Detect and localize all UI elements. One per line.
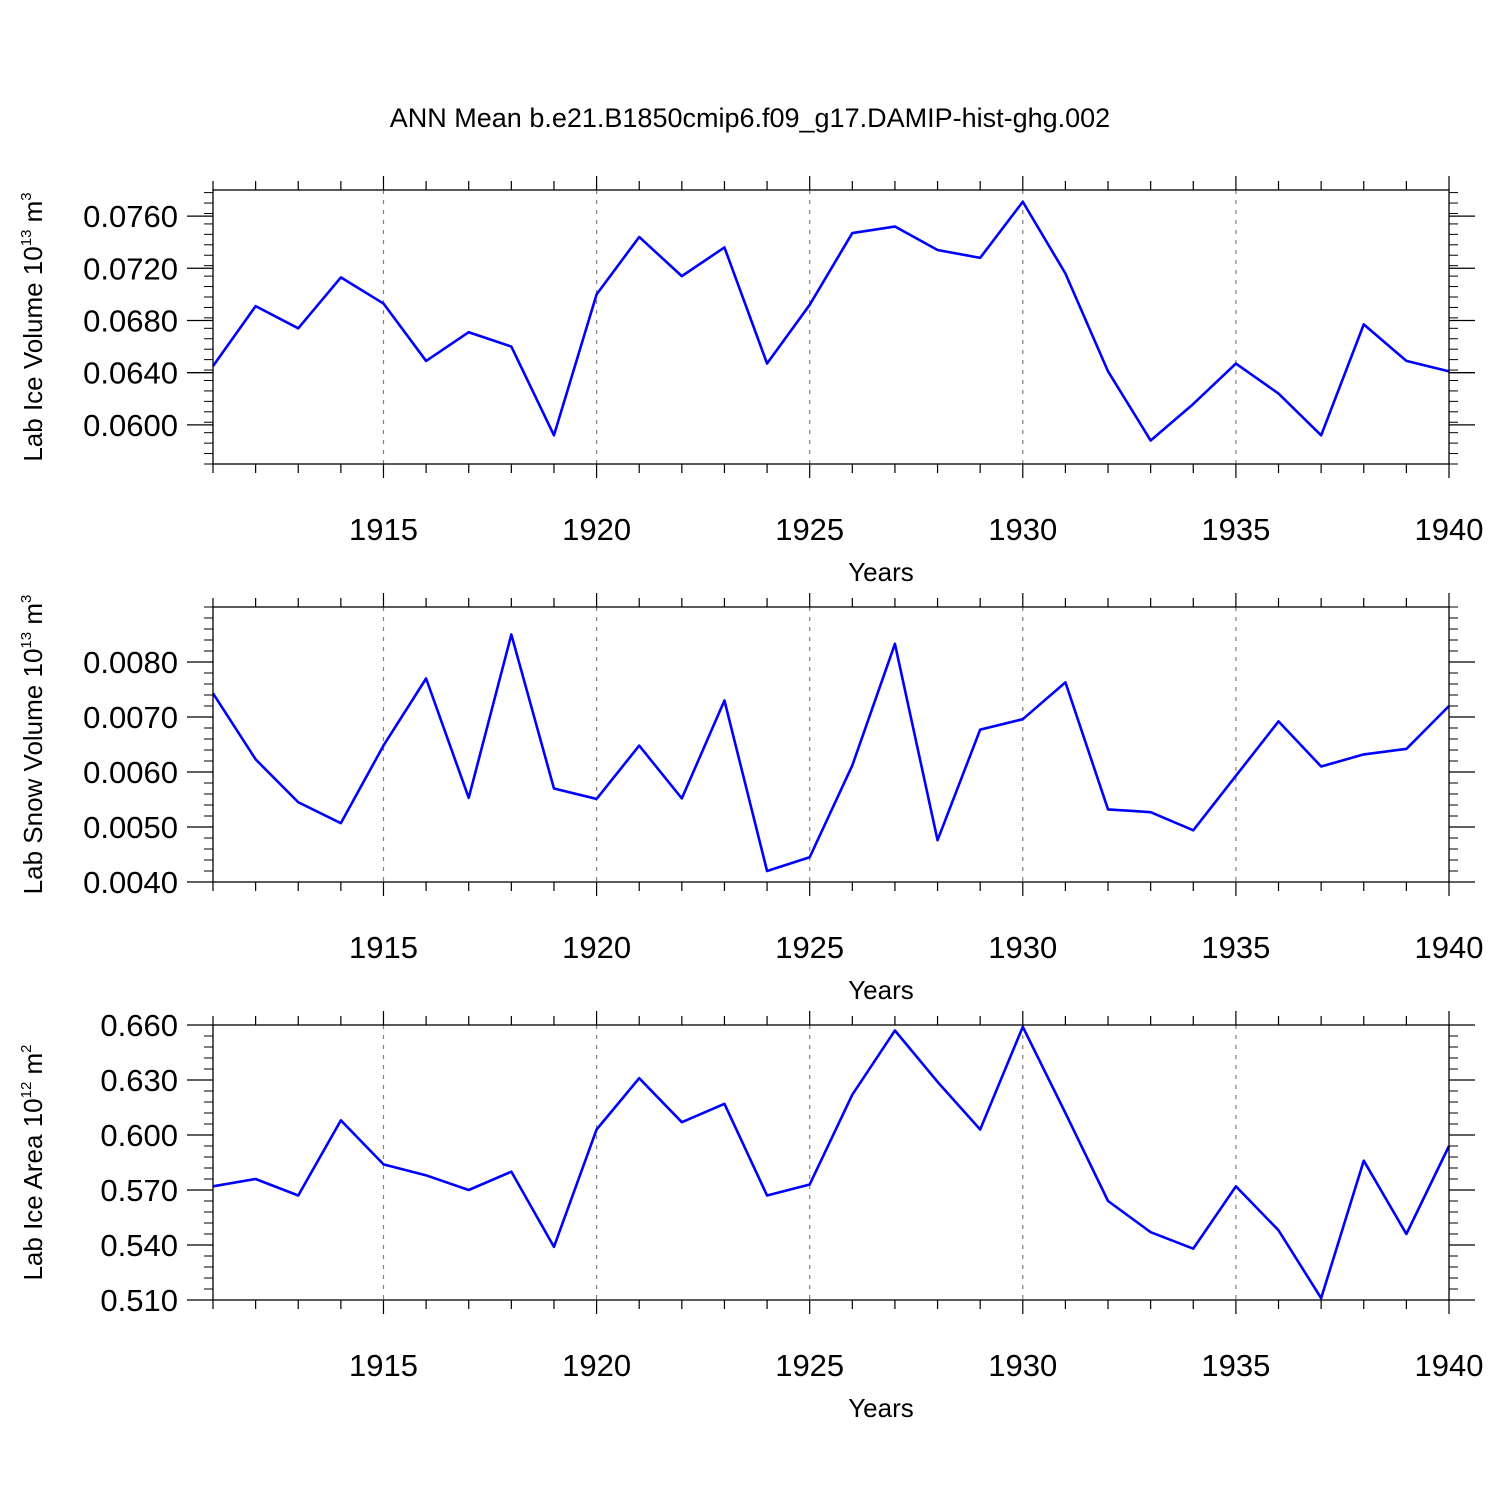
x-tick-label: 1915 [349,512,418,547]
x-tick-label: 1920 [562,512,631,547]
y-axis-unit-exponent: 13 [18,632,35,649]
y-tick-label: 0.0640 [83,356,178,391]
x-tick-label: 1935 [1201,512,1270,547]
y-axis-unit-suffix: m [18,1053,48,1082]
x-tick-label: 1940 [1415,512,1484,547]
x-tick-label: 1940 [1415,1348,1484,1383]
x-tick-label: 1915 [349,1348,418,1383]
chart-panel-2: 0.0040 0.0050 0.0060 0.0070 0.0080 1915 1920 19… [18,593,1483,1005]
figure-title: ANN Mean b.e21.B1850cmip6.f09_g17.DAMIP-… [390,103,1110,133]
y-axis-unit-suffix-exponent: 2 [18,1044,35,1052]
x-tick-label: 1915 [349,930,418,965]
y-tick-label: 0.570 [100,1173,178,1208]
y-tick-label: 0.0040 [83,865,178,900]
x-tick-label: 1925 [775,1348,844,1383]
plot-frame [213,190,1449,464]
x-tick-label: 1930 [988,512,1057,547]
x-tick-label: 1925 [775,512,844,547]
y-tick-label: 0.0760 [83,199,178,234]
plot-frame [213,607,1449,882]
x-axis-label: Years [848,557,914,587]
y-axis-unit-suffix: m [18,201,48,230]
series-line [213,1027,1449,1298]
y-tick-label: 0.0680 [83,303,178,338]
chart-panel-1: 0.0600 0.0640 0.0680 0.0720 0.0760 1915 1920 19… [18,176,1483,587]
y-tick-label: 0.0060 [83,755,178,790]
x-tick-label: 1920 [562,1348,631,1383]
y-tick-label: 0.600 [100,1118,178,1153]
y-axis-label: Lab Ice Area 1012 m2 [18,1044,48,1280]
y-tick-label: 0.630 [100,1063,178,1098]
y-axis-unit-suffix: m [18,603,48,632]
series-line [213,635,1449,872]
y-tick-label: 0.540 [100,1228,178,1263]
y-tick-label: 0.0080 [83,645,178,680]
plot-frame [213,1025,1449,1300]
x-tick-label: 1920 [562,930,631,965]
y-axis-unit-exponent: 13 [18,230,35,247]
x-axis-label: Years [848,975,914,1005]
y-axis-label: Lab Ice Volume 1013 m3 [18,192,48,461]
y-tick-label: 0.510 [100,1283,178,1318]
y-tick-label: 0.0600 [83,408,178,443]
x-tick-label: 1930 [988,930,1057,965]
x-tick-label: 1925 [775,930,844,965]
y-axis-label-text: Lab Ice Area 10 [18,1098,48,1280]
x-tick-label: 1930 [988,1348,1057,1383]
y-tick-label: 0.660 [100,1008,178,1043]
x-axis-label: Years [848,1393,914,1423]
x-tick-label: 1935 [1201,1348,1270,1383]
y-axis-unit-exponent: 12 [18,1082,35,1099]
y-axis-label-text: Lab Snow Volume 10 [18,649,48,895]
chart-panel-3: 0.510 0.540 0.570 0.600 0.630 0.660 1915 1920 19… [18,1008,1483,1423]
y-axis-label-text: Lab Ice Volume 10 [18,246,48,461]
x-tick-label: 1940 [1415,930,1484,965]
series-line [213,202,1449,441]
y-tick-label: 0.0070 [83,700,178,735]
y-tick-label: 0.0720 [83,251,178,286]
y-axis-unit-suffix-exponent: 3 [18,192,35,200]
y-tick-label: 0.0050 [83,810,178,845]
x-tick-label: 1935 [1201,930,1270,965]
y-axis-label: Lab Snow Volume 1013 m3 [18,595,48,895]
y-axis-unit-suffix-exponent: 3 [18,595,35,603]
